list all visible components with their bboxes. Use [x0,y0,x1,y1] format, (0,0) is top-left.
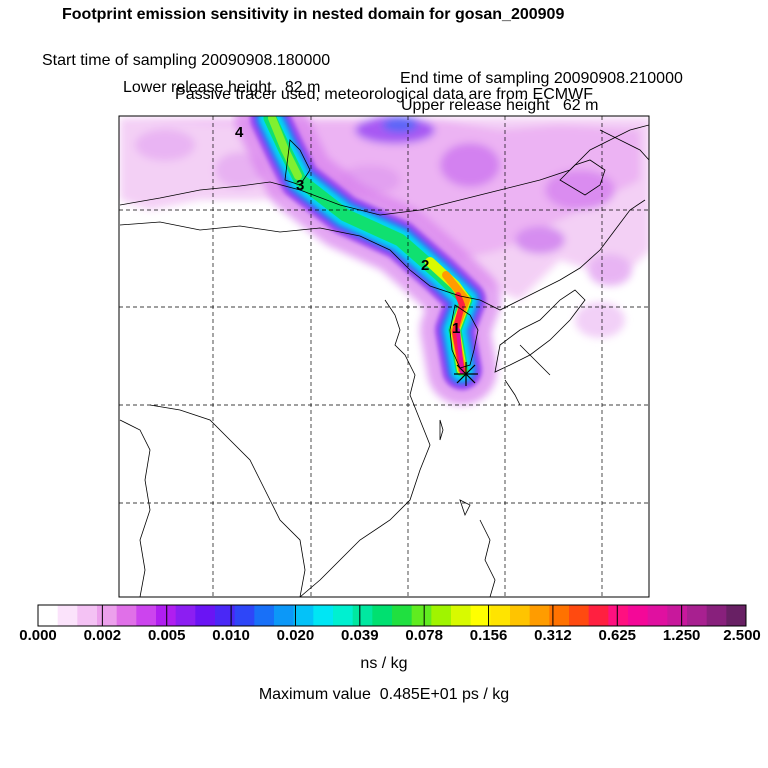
colorbar-swatch [195,605,216,626]
map-frame [118,115,650,598]
colorbar-tick-label: 0.078 [405,627,443,644]
colorbar-swatch [372,605,393,626]
colorbar-swatch [97,605,118,626]
colorbar-tick-label: 2.500 [723,627,761,644]
colorbar-swatch [451,605,472,626]
colorbar-swatch [608,605,629,626]
colorbar-swatch [706,605,727,626]
colorbar-swatch [215,605,236,626]
colorbar-swatch [529,605,550,626]
end-time-label: End time of sampling 20090908.210000 [400,70,683,87]
colorbar-swatch [411,605,432,626]
day-marker-3: 3 [296,177,304,194]
colorbar-tick-label: 0.156 [469,627,508,644]
lower-release-height: Lower release height 82 m [123,79,321,96]
colorbar-swatch [490,605,511,626]
colorbar-swatch [588,605,609,626]
colorbar-swatch [352,605,373,626]
colorbar-swatch [293,605,314,626]
colorbar-swatch [392,605,413,626]
colorbar-unit: ns / kg [360,655,408,672]
plot-title: Footprint emission sensitivity in nested… [62,6,565,23]
colorbar-swatch [175,605,196,626]
colorbar-tick-label: 0.005 [147,627,186,644]
colorbar-swatch [156,605,177,626]
lat-lon-grid [119,116,649,597]
colorbar-swatch [313,605,334,626]
colorbar-swatch [431,605,452,626]
colorbar-tick-label: 0.002 [83,627,122,644]
colorbar-tick-label: 0.010 [212,627,250,644]
colorbar-tick-label: 0.020 [276,627,315,644]
day-marker-1: 1 [452,320,460,337]
colorbar-swatch [726,605,747,626]
release-point-star-icon [454,362,478,386]
maximum-value: Maximum value 0.485E+01 ps / kg [258,686,510,703]
start-time-label: Start time of sampling 20090908.180000 [42,52,331,69]
release-heights: Lower release height 82 m Upper release … [0,61,768,115]
sampling-times: Start time of sampling 20090908.180000 E… [0,34,768,88]
colorbar-swatch [549,605,570,626]
colorbar-swatch [274,605,295,626]
colorbar-swatch [470,605,491,626]
colorbar-swatch [333,605,354,626]
colorbar-tick-label: 0.039 [341,627,379,644]
tracer-note: Passive tracer used, meteorological data… [175,86,593,103]
colorbar-tick-label: 0.000 [19,627,57,644]
colorbar [37,604,747,627]
colorbar-swatch [116,605,137,626]
diffuse-sensitivity [120,116,649,338]
colorbar-swatch [234,605,255,626]
colorbar-tick-label: 1.250 [662,627,701,644]
map-content: 4 3 2 1 [119,116,649,597]
colorbar-swatch [77,605,98,626]
colorbar-swatch [687,605,708,626]
colorbar-swatch [254,605,275,626]
colorbar-tick-label: 0.625 [598,627,637,644]
colorbar-swatch [136,605,157,626]
day-marker-4: 4 [235,124,244,141]
colorbar-swatch [510,605,531,626]
colorbar-swatch [57,605,78,626]
upper-release-height: Upper release height 62 m [401,97,599,114]
day-markers: 4 3 2 1 [235,124,460,337]
colorbar-swatch [667,605,688,626]
plume [235,116,501,405]
colorbar-swatch [38,605,59,626]
colorbar-swatch [569,605,590,626]
colorbar-swatch [628,605,649,626]
day-marker-2: 2 [421,257,429,274]
colorbar-tick-label: 0.312 [534,627,572,644]
colorbar-swatch [647,605,668,626]
